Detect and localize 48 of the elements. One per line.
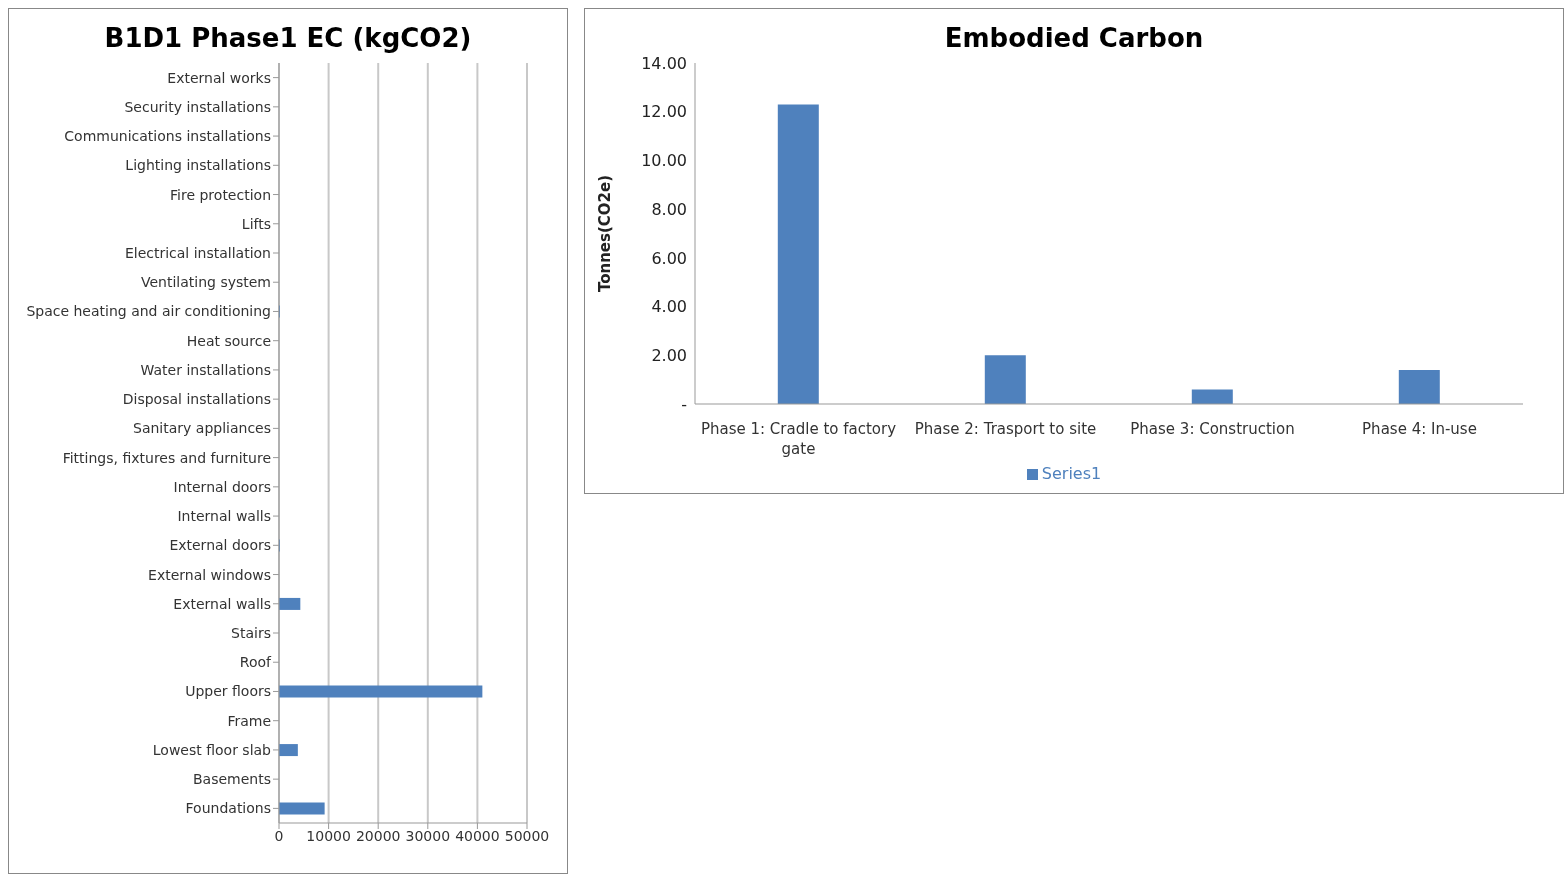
- x-tick-label: 0: [274, 827, 284, 844]
- chart-title: B1D1 Phase1 EC (kgCO2): [103, 23, 473, 53]
- y-tick-label: Lifts: [241, 215, 271, 232]
- legend-label: Series1: [1041, 464, 1102, 483]
- y-tick-label: Communications installations: [64, 128, 271, 145]
- y-tick-label: 8.00: [651, 199, 687, 219]
- x-tick-label: 50000: [504, 827, 550, 844]
- x-tick-label: 40000: [455, 827, 500, 844]
- y-tick-label: Upper floors: [185, 683, 271, 700]
- y-tick-label: Disposal installations: [122, 391, 271, 408]
- y-tick-label: Internal walls: [177, 508, 271, 525]
- y-tick-label: Sanitary appliances: [133, 420, 271, 437]
- x-tick-label: 30000: [405, 827, 451, 844]
- y-tick-label: External works: [167, 69, 271, 86]
- y-tick-label: Frame: [227, 712, 271, 729]
- y-tick-label: 12.00: [641, 102, 687, 122]
- y-tick-label: Internal doors: [173, 478, 271, 495]
- x-tick-label: Phase 4: In-use: [1362, 420, 1477, 438]
- y-tick-label: Lighting installations: [125, 157, 271, 174]
- y-tick-label: 4.00: [651, 297, 687, 317]
- y-tick-label: Fittings, fixtures and furniture: [62, 449, 271, 466]
- y-tick-label: Basements: [193, 771, 271, 788]
- y-tick-label: Fire protection: [170, 186, 271, 203]
- x-tick-label: Phase 2: Trasport to site: [914, 420, 1097, 438]
- x-tick-label: 20000: [355, 827, 401, 844]
- y-tick-label: 10.00: [641, 151, 687, 171]
- y-tick-label: Lowest floor slab: [152, 741, 272, 758]
- chart-title: Embodied Carbon: [943, 23, 1205, 53]
- y-axis-title: Tonnes(CO2e): [596, 174, 615, 293]
- y-tick-label: Water installations: [140, 361, 271, 378]
- y-tick-label: External doors: [169, 537, 271, 554]
- y-tick-label: Electrical installation: [124, 244, 271, 261]
- y-tick-label: Foundations: [185, 800, 271, 817]
- y-tick-label: Space heating and air conditioning: [26, 303, 271, 320]
- y-tick-label: Ventilating system: [140, 274, 271, 291]
- x-tick-label: Phase 1: Cradle to factory gate: [700, 420, 897, 458]
- y-tick-label: -: [681, 394, 687, 414]
- y-tick-label: Heat source: [186, 332, 271, 349]
- y-tick-label: Roof: [239, 654, 273, 671]
- y-tick-label: External walls: [173, 595, 271, 612]
- x-tick-label: Phase 3: Construction: [1130, 420, 1295, 438]
- x-tick-label: 10000: [306, 827, 351, 844]
- y-tick-label: 14.00: [641, 53, 687, 73]
- y-tick-label: Stairs: [231, 624, 271, 641]
- y-tick-label: 6.00: [651, 248, 687, 268]
- y-tick-label: 2.00: [651, 345, 687, 365]
- y-tick-label: Security installations: [124, 98, 271, 115]
- y-tick-label: External windows: [148, 566, 271, 583]
